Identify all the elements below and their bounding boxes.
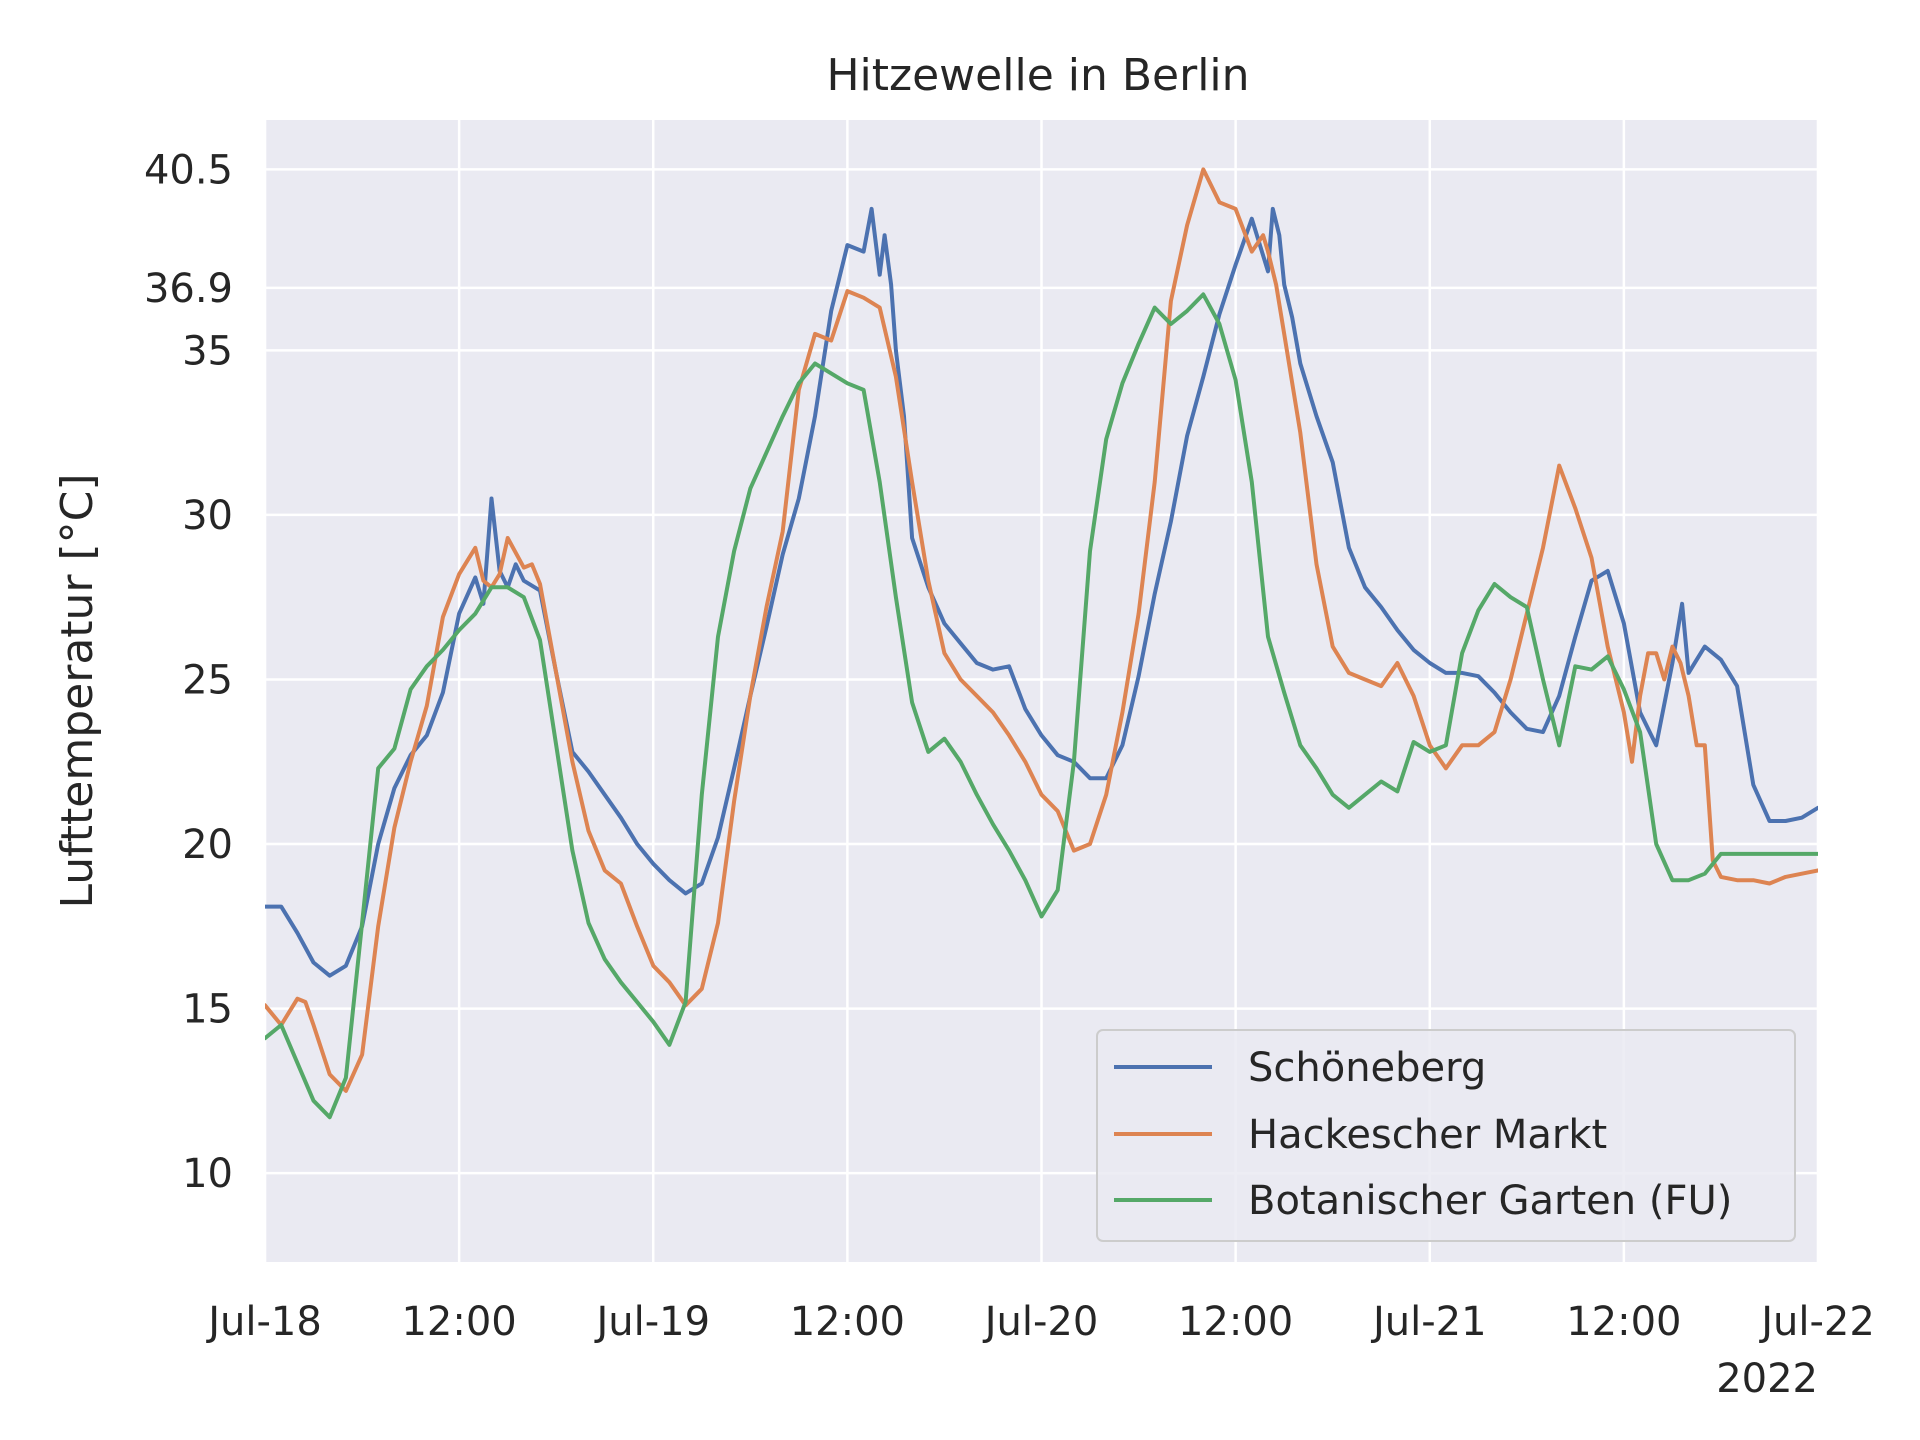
x-tick-label: Jul-21 bbox=[1370, 1299, 1487, 1345]
y-tick-label: 10 bbox=[182, 1151, 233, 1197]
x-tick-label: Jul-20 bbox=[982, 1299, 1099, 1345]
series-line-0 bbox=[265, 206, 1818, 978]
y-tick-label: 40.5 bbox=[144, 147, 233, 193]
y-tick-label: 30 bbox=[182, 493, 233, 539]
x-tick-label: 12:00 bbox=[401, 1299, 516, 1345]
y-tick-label: 36.9 bbox=[144, 266, 233, 312]
series-line-1 bbox=[265, 167, 1818, 1093]
x-tick-labels: Jul-18 12:00 Jul-19 12:00 Jul-20 12:00 Jul-21 1… bbox=[205, 1299, 1875, 1345]
y-tick-labels: 10 15 20 25 30 35 36.9 40.5 bbox=[144, 147, 233, 1197]
x-tick-label: 12:00 bbox=[1566, 1299, 1681, 1345]
y-tick-label: 15 bbox=[182, 987, 233, 1033]
x-tick-label: Jul-19 bbox=[593, 1299, 710, 1345]
legend-box bbox=[1096, 1029, 1796, 1242]
legend: Schöneberg Hackescher Markt Botanischer … bbox=[1096, 1029, 1796, 1242]
legend-label-2: Botanischer Garten (FU) bbox=[1248, 1178, 1732, 1224]
x-tick-label: 12:00 bbox=[1178, 1299, 1293, 1345]
series-lines bbox=[265, 167, 1818, 1120]
y-axis-label: Lufttemperatur [°C] bbox=[52, 473, 103, 908]
legend-label-0: Schöneberg bbox=[1248, 1045, 1486, 1091]
legend-label-1: Hackescher Markt bbox=[1248, 1112, 1607, 1158]
x-offset-label: 2022 bbox=[1716, 1356, 1818, 1402]
y-tick-label: 25 bbox=[182, 657, 233, 703]
x-tick-label: Jul-18 bbox=[205, 1299, 322, 1345]
grid bbox=[263, 120, 1820, 1262]
x-tick-label: Jul-22 bbox=[1758, 1299, 1875, 1345]
y-tick-label: 20 bbox=[182, 822, 233, 868]
chart-title: Hitzewelle in Berlin bbox=[826, 50, 1249, 101]
series-line-2 bbox=[265, 292, 1818, 1120]
x-tick-label: 12:00 bbox=[790, 1299, 905, 1345]
y-tick-label: 35 bbox=[182, 328, 233, 374]
